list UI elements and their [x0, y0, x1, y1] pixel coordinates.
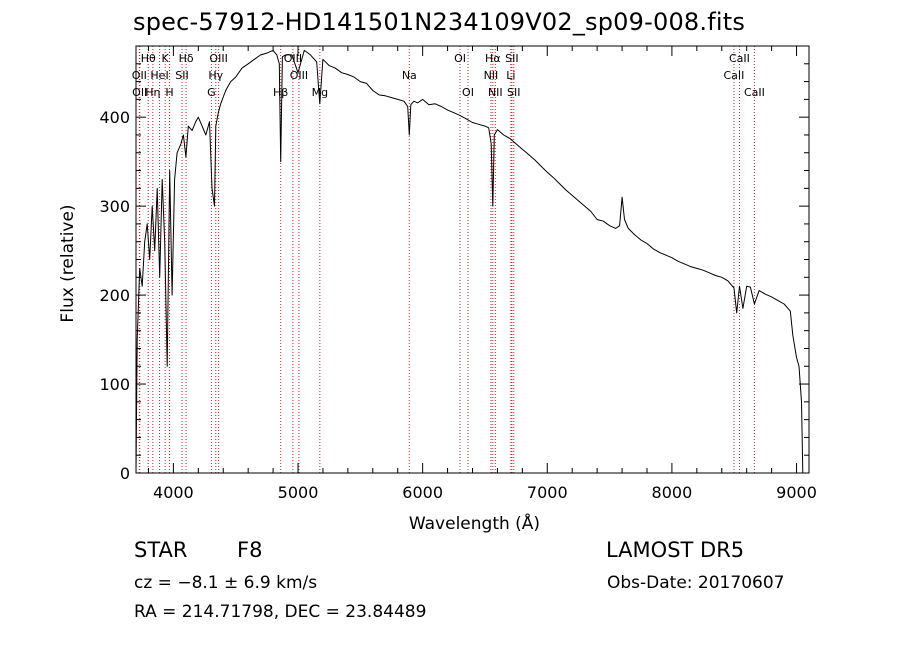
line-label-2: OII — [132, 86, 147, 99]
line-label-7: SII — [175, 69, 188, 82]
line-label-16: Na — [402, 69, 417, 82]
line-label-8: Hδ — [179, 52, 194, 65]
observation-date: Obs-Date: 20170607 — [607, 573, 785, 593]
x-tick-label: 5000 — [278, 483, 319, 502]
y-tick-label: 300 — [99, 197, 130, 216]
spectrum-line-0 — [135, 49, 804, 474]
line-label-15: Mg — [312, 86, 328, 99]
line-label-22: SII — [505, 52, 518, 65]
plot-frame — [135, 45, 810, 474]
line-label-11: G — [207, 86, 216, 99]
y-axis-label: Flux (relative) — [58, 204, 78, 322]
line-label-25: CaII — [729, 52, 750, 65]
line-label-24: SII — [507, 86, 520, 99]
line-label-12: Hβ — [273, 86, 288, 99]
sky-coordinates: RA = 214.71798, DEC = 23.84489 — [134, 602, 427, 622]
line-label-20: NII — [484, 69, 499, 82]
spectrum-series — [135, 49, 804, 474]
line-label-26: CaII — [724, 69, 745, 82]
line-label-9: OIII — [209, 52, 227, 65]
survey-name: LAMOST DR5 — [606, 538, 745, 562]
line-label-5: K — [162, 52, 170, 65]
y-tick-label: 400 — [99, 108, 130, 127]
line-label-18: OI — [462, 86, 474, 99]
line-label-4: Hη — [145, 86, 160, 99]
line-label-19: Hα — [485, 52, 501, 65]
line-label-3: HeI — [150, 69, 168, 82]
x-tick-label: 7000 — [527, 483, 568, 502]
line-label-23: Li — [506, 69, 515, 82]
axes: 4000 5000 6000 7000 8000 9000 0 100 200 300 400 Wav… — [58, 45, 817, 534]
object-subclass: F8 — [237, 538, 263, 562]
line-label-6: H — [165, 86, 173, 99]
x-tick-label: 6000 — [402, 483, 443, 502]
redshift-velocity: cz = −8.1 ± 6.9 km/s — [134, 573, 318, 593]
y-tick-label: 200 — [99, 286, 130, 305]
object-class: STAR — [134, 538, 188, 562]
line-markers — [138, 46, 755, 473]
line-label-27: CaII — [744, 86, 765, 99]
line-label-1: OII — [132, 69, 147, 82]
x-axis-label: Wavelength (Å) — [409, 512, 540, 534]
y-tick-label: 100 — [99, 375, 130, 394]
line-label-0: Hθ — [141, 52, 156, 65]
x-tick-label: 9000 — [776, 483, 817, 502]
x-tick-label: 4000 — [153, 483, 194, 502]
chart-title: spec-57912-HD141501N234109V02_sp09-008.f… — [133, 8, 746, 36]
line-label-10: Hγ — [208, 69, 223, 82]
line-label-21: NII — [488, 86, 503, 99]
y-tick-label: 0 — [120, 464, 130, 483]
line-label-14: OIII — [290, 69, 308, 82]
line-label-17: OI — [454, 52, 466, 65]
line-label-13: OIII — [284, 52, 302, 65]
x-tick-label: 8000 — [652, 483, 693, 502]
